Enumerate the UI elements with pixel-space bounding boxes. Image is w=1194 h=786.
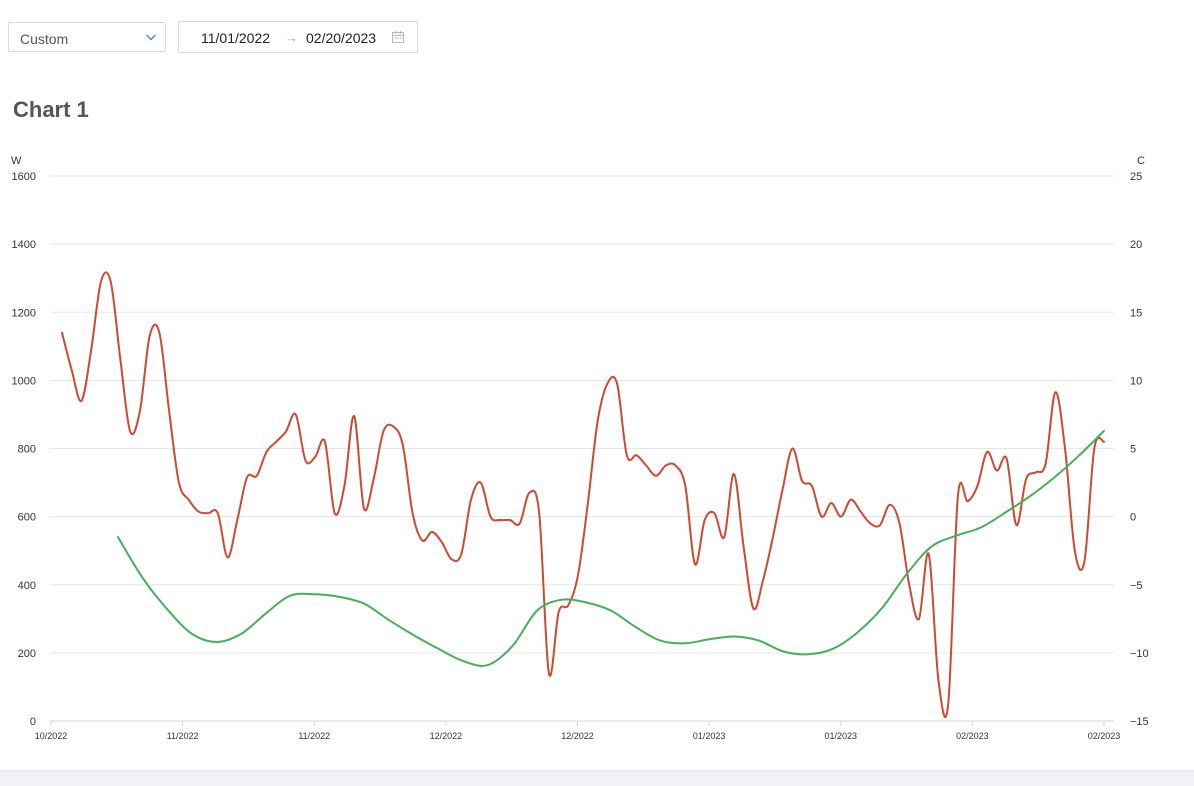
y-left-ticks: 0 200 400 600 800 1000 1200 1400 1600 bbox=[12, 171, 36, 728]
series-line-temperature bbox=[117, 429, 1105, 667]
gridlines bbox=[50, 175, 1114, 722]
x-tick-label: 02/2023 bbox=[1088, 731, 1121, 741]
y-left-tick-label: 0 bbox=[30, 716, 36, 728]
start-date-input[interactable]: 11/01/2022 bbox=[201, 30, 271, 46]
y-right-tick-label: 25 bbox=[1130, 171, 1142, 183]
x-tick-label: 02/2023 bbox=[956, 731, 989, 741]
y-left-tick-label: 1200 bbox=[12, 307, 36, 319]
series-lines bbox=[61, 271, 1105, 719]
x-tick-label: 11/2022 bbox=[167, 731, 199, 741]
y-right-tick-label: −5 bbox=[1130, 580, 1143, 592]
range-arrow-icon: → bbox=[285, 30, 298, 45]
x-tick-label: 12/2022 bbox=[430, 731, 463, 741]
range-preset-select[interactable]: Custom bbox=[8, 22, 166, 52]
chevron-down-icon bbox=[146, 34, 156, 41]
x-tick-label: 12/2022 bbox=[561, 731, 594, 741]
chart-title: Chart 1 bbox=[13, 97, 89, 122]
y-left-tick-label: 1000 bbox=[12, 375, 36, 387]
x-tick-label: 01/2023 bbox=[693, 731, 726, 741]
calendar-icon[interactable] bbox=[391, 30, 405, 44]
y-right-tick-label: 15 bbox=[1130, 307, 1142, 319]
x-tick-label: 10/2022 bbox=[35, 731, 68, 741]
end-date-input[interactable]: 02/20/2023 bbox=[306, 30, 377, 46]
y-left-tick-label: 400 bbox=[18, 580, 36, 592]
y-right-tick-label: 10 bbox=[1130, 375, 1142, 387]
y-right-tick-label: 0 bbox=[1130, 512, 1136, 524]
x-ticks: 10/2022 11/2022 11/2022 12/2022 12/2022 01/20… bbox=[35, 721, 1121, 741]
y-right-tick-label: 20 bbox=[1130, 239, 1142, 251]
y-left-tick-label: 1600 bbox=[12, 171, 36, 183]
y-left-tick-label: 1400 bbox=[12, 239, 36, 251]
y-left-axis-label: W bbox=[11, 155, 22, 167]
footer-bar bbox=[0, 770, 1194, 786]
y-right-tick-label: 5 bbox=[1130, 444, 1136, 456]
x-tick-label: 01/2023 bbox=[824, 731, 857, 741]
date-range-picker[interactable]: 11/01/2022 → 02/20/2023 bbox=[178, 21, 418, 53]
x-tick-label: 11/2022 bbox=[298, 731, 330, 741]
y-right-axis-label: C bbox=[1137, 155, 1145, 167]
series-line-power bbox=[61, 271, 1105, 719]
y-right-tick-label: −15 bbox=[1130, 716, 1149, 728]
y-right-ticks: −15 −10 −5 0 5 10 15 20 25 bbox=[1130, 171, 1149, 728]
y-left-tick-label: 800 bbox=[18, 444, 36, 456]
y-left-tick-label: 200 bbox=[18, 648, 36, 660]
range-preset-value: Custom bbox=[20, 31, 69, 47]
y-right-tick-label: −10 bbox=[1130, 648, 1149, 660]
y-left-tick-label: 600 bbox=[18, 512, 36, 524]
